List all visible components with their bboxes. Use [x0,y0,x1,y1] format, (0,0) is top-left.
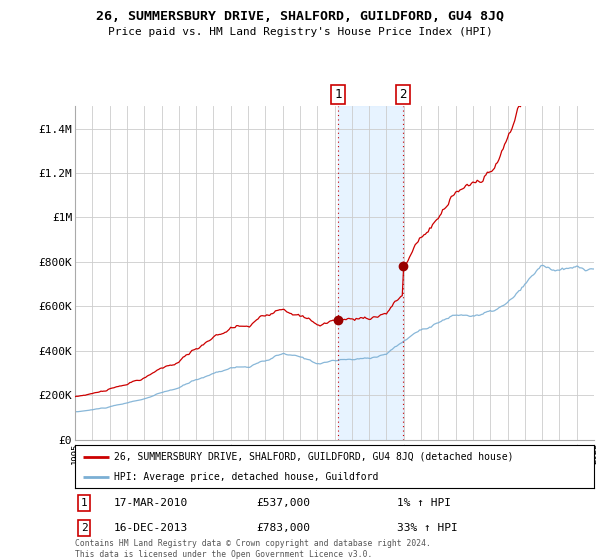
Text: 1: 1 [81,498,88,508]
Text: HPI: Average price, detached house, Guildford: HPI: Average price, detached house, Guil… [114,473,379,482]
Text: 2: 2 [399,88,407,101]
Text: 16-DEC-2013: 16-DEC-2013 [114,523,188,533]
Text: 33% ↑ HPI: 33% ↑ HPI [397,523,458,533]
Bar [338,106,403,440]
Text: 2: 2 [81,523,88,533]
Text: 1: 1 [334,88,342,101]
Text: 26, SUMMERSBURY DRIVE, SHALFORD, GUILDFORD, GU4 8JQ (detached house): 26, SUMMERSBURY DRIVE, SHALFORD, GUILDFO… [114,452,514,462]
Text: Contains HM Land Registry data © Crown copyright and database right 2024.
This d: Contains HM Land Registry data © Crown c… [75,539,431,559]
Text: £783,000: £783,000 [257,523,311,533]
Text: Price paid vs. HM Land Registry's House Price Index (HPI): Price paid vs. HM Land Registry's House … [107,27,493,37]
Text: 1% ↑ HPI: 1% ↑ HPI [397,498,451,508]
Text: 17-MAR-2010: 17-MAR-2010 [114,498,188,508]
Text: £537,000: £537,000 [257,498,311,508]
Text: 26, SUMMERSBURY DRIVE, SHALFORD, GUILDFORD, GU4 8JQ: 26, SUMMERSBURY DRIVE, SHALFORD, GUILDFO… [96,10,504,22]
